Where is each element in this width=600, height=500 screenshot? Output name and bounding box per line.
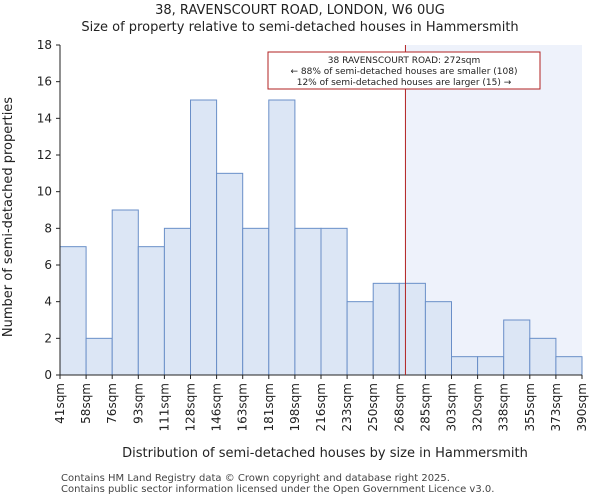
x-tick-label: 41sqm [53,383,67,424]
x-tick-label: 233sqm [340,383,354,431]
x-tick-label: 355sqm [523,383,537,431]
x-tick-label: 128sqm [184,383,198,431]
histogram-bar [137,246,165,376]
x-tick-label: 250sqm [366,383,380,431]
histogram-bar [320,227,348,376]
y-tick-label: 14 [37,111,52,125]
footer-licence: Contains public sector information licen… [61,484,495,495]
x-tick-label: 93sqm [131,383,145,424]
histogram-bar [163,227,191,376]
y-tick-label: 0 [44,368,52,382]
chart-subtitle: Size of property relative to semi-detach… [81,20,519,35]
x-tick-label: 320sqm [471,383,485,431]
histogram-bar [555,356,583,376]
x-axis-label: Distribution of semi-detached houses by … [122,446,528,461]
x-tick-label: 390sqm [575,383,589,431]
y-tick-label: 2 [44,331,52,345]
x-tick-label: 216sqm [314,383,328,431]
x-tick-label: 58sqm [79,383,93,424]
x-tick-label: 76sqm [105,383,119,424]
histogram-bar [85,337,113,376]
x-tick-label: 163sqm [236,383,250,431]
histogram-bar [477,356,505,376]
chart-title: 38, RAVENSCOURT ROAD, LONDON, W6 0UG [155,3,445,18]
y-tick-label: 4 [44,295,52,309]
x-tick-label: 373sqm [549,383,563,431]
histogram-bar [190,99,218,376]
x-tick-label: 268sqm [392,383,406,431]
y-tick-label: 12 [37,148,52,162]
annotation-property-label: 38 RAVENSCOURT ROAD: 272sqm [328,56,481,66]
x-tick-label: 303sqm [445,383,459,431]
histogram-bar [451,356,479,376]
x-tick-label: 198sqm [288,383,302,431]
histogram-bar [268,99,296,376]
y-tick-label: 8 [44,221,52,235]
y-tick-label: 6 [44,258,52,272]
histogram-bar [242,227,270,376]
histogram-bar [424,301,452,376]
x-tick-label: 111sqm [157,383,171,431]
y-tick-label: 18 [37,38,52,52]
histogram-bar [346,301,374,376]
y-tick-label: 16 [37,75,52,89]
histogram-bar [529,337,557,376]
histogram-bar [216,172,244,376]
footer-copyright: Contains HM Land Registry data © Crown c… [61,473,450,484]
y-tick-label: 10 [37,185,52,199]
annotation-larger-text: 12% of semi-detached houses are larger (… [297,78,512,88]
histogram-bar [59,246,87,376]
y-axis-label: Number of semi-detached properties [1,97,16,337]
x-tick-label: 146sqm [210,383,224,431]
x-tick-label: 181sqm [262,383,276,431]
histogram-bar [372,282,400,376]
histogram-bar [111,209,139,376]
annotation-box [267,51,541,90]
histogram-bar [398,282,426,376]
histogram-bar [294,227,322,376]
histogram-bar [503,319,531,376]
x-tick-label: 285sqm [418,383,432,431]
annotation-smaller-text: ← 88% of semi-detached houses are smalle… [291,67,518,77]
x-tick-label: 338sqm [497,383,511,431]
